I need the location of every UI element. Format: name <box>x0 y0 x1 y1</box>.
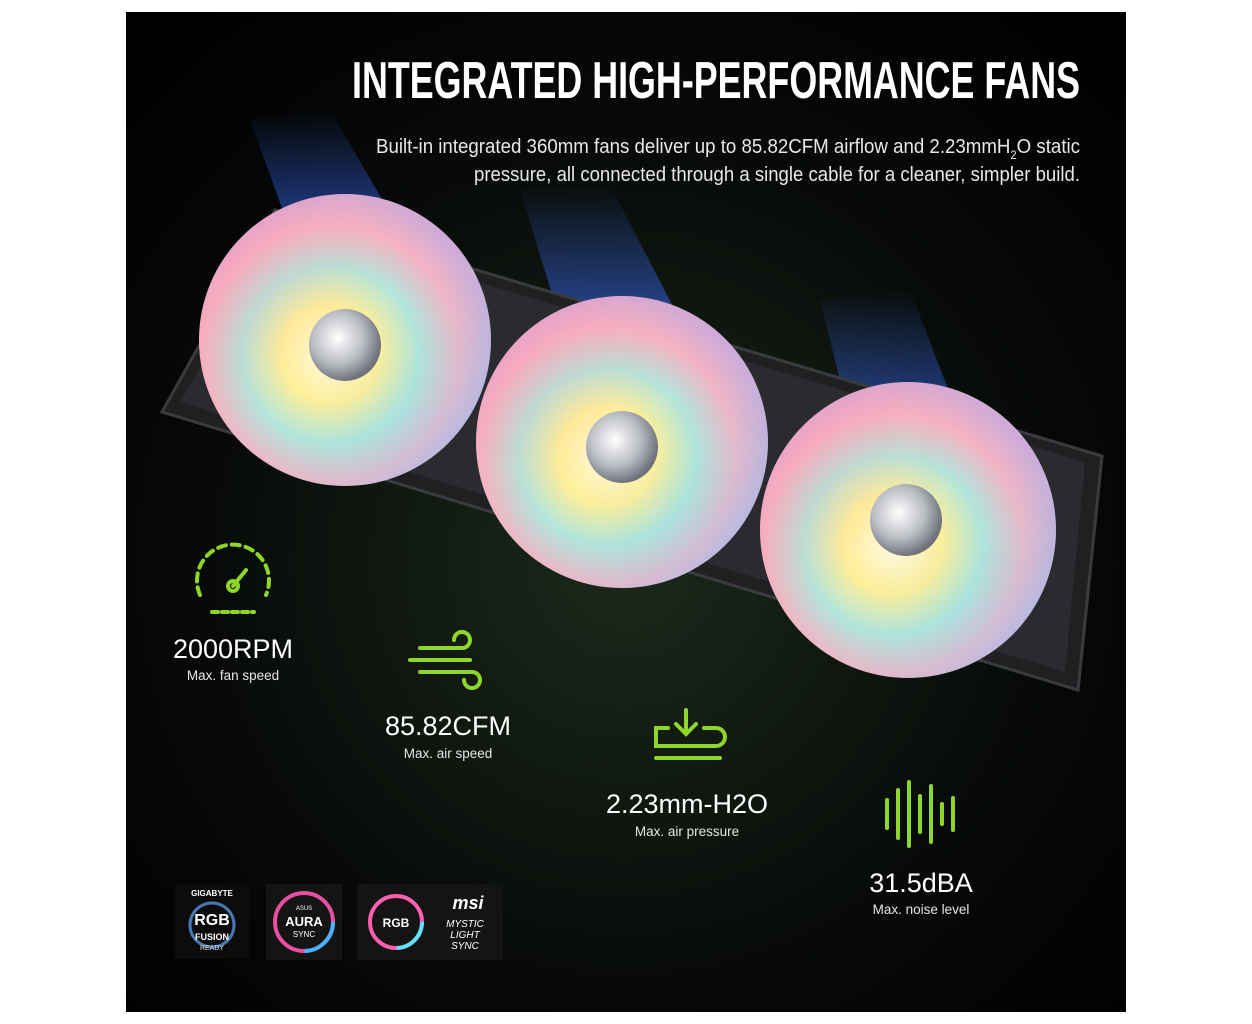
logo-text: MYSTIC <box>446 919 485 930</box>
logo-text: RGB <box>194 912 230 929</box>
logo-text: LIGHT <box>450 930 480 941</box>
logo-text: GIGABYTE <box>191 889 233 898</box>
asus-logo: ASUS AURA SYNC <box>266 884 342 960</box>
logo-text: READY <box>200 945 224 952</box>
spec-label: Max. noise level <box>873 902 970 917</box>
logo-text: AURA <box>285 914 323 929</box>
description-text: Built-in integrated 360mm fans deliver u… <box>376 136 1010 158</box>
logo-text: RGB <box>383 916 410 930</box>
spec-value: 2000RPM <box>173 634 293 664</box>
spec-label: Max. fan speed <box>187 668 279 683</box>
fans <box>199 194 1056 678</box>
noise-icon <box>885 780 955 848</box>
logo-text: SYNC <box>293 930 315 939</box>
msi-logo: RGB msi MYSTIC LIGHT SYNC <box>357 884 503 960</box>
speed-icon <box>195 542 271 614</box>
subscript: 2 <box>1010 148 1017 162</box>
spec-value: 2.23mm-H2O <box>606 789 768 819</box>
description-line: Built-in integrated 360mm fans deliver u… <box>376 136 1080 162</box>
title: INTEGRATED HIGH-PERFORMANCE FANS <box>352 52 1080 110</box>
spec-label: Max. air pressure <box>635 824 739 839</box>
logo-text: msi <box>452 893 484 913</box>
gigabyte-logo: GIGABYTE RGB FUSION READY <box>175 884 250 959</box>
airflow-icon <box>408 630 482 690</box>
logo-text: ASUS <box>296 906 312 912</box>
description-line: pressure, all connected through a single… <box>474 164 1080 186</box>
spec-value: 31.5dBA <box>869 868 973 898</box>
description-text: O static <box>1017 136 1080 158</box>
logo-text: SYNC <box>451 941 480 952</box>
logo-text: FUSION <box>195 932 229 942</box>
spec-value: 85.82CFM <box>385 711 511 741</box>
pressure-icon <box>654 708 727 760</box>
spec-label: Max. air speed <box>404 746 493 761</box>
